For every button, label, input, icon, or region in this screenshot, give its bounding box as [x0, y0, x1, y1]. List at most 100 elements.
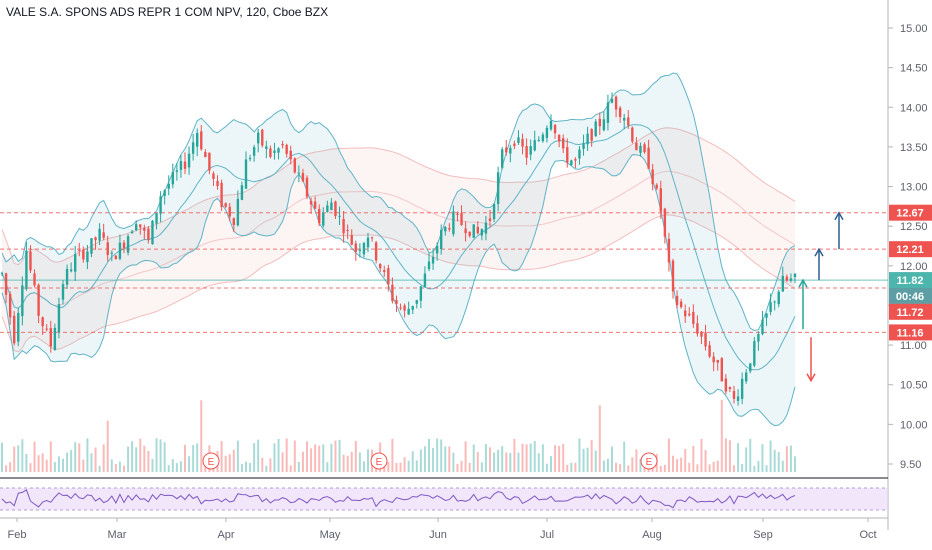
- candle-body: [383, 270, 386, 272]
- volume-bar: [562, 443, 565, 472]
- volume-bar: [167, 465, 170, 472]
- candle-body: [655, 184, 658, 189]
- candle-body: [379, 264, 382, 269]
- candle-body: [90, 238, 93, 254]
- volume-bar: [53, 462, 56, 472]
- candle-body: [753, 341, 756, 366]
- candle-body: [86, 251, 89, 263]
- candle-body: [773, 301, 776, 303]
- volume-bar: [513, 438, 516, 472]
- candle-body: [570, 160, 573, 165]
- volume-bar: [521, 443, 524, 472]
- volume-bar: [497, 449, 500, 472]
- volume-bar: [415, 460, 418, 472]
- candle-body: [82, 249, 85, 260]
- envelope-band: [1, 127, 796, 353]
- volume-bar: [41, 453, 44, 472]
- volume-bar: [761, 444, 764, 472]
- volume-bar: [692, 445, 695, 472]
- candle-body: [643, 144, 646, 153]
- candle-body: [765, 313, 768, 318]
- candle-body: [606, 102, 610, 123]
- candle-body: [130, 231, 134, 234]
- candle-body: [545, 127, 549, 138]
- volume-bar: [70, 449, 73, 472]
- candle-body: [411, 305, 414, 310]
- candle-body: [696, 323, 699, 334]
- volume-bar: [777, 452, 780, 472]
- volume-bar: [354, 440, 357, 472]
- candle-body: [220, 182, 223, 207]
- candle-body: [151, 220, 154, 245]
- candle-body: [342, 218, 345, 234]
- candle-body: [354, 243, 357, 252]
- candle-body: [777, 291, 780, 305]
- candle-body: [318, 209, 321, 224]
- candle-body: [553, 124, 557, 134]
- volume-bar: [741, 463, 744, 472]
- candle-body: [476, 226, 479, 234]
- volume-bar: [98, 465, 101, 472]
- chart-title: VALE S.A. SPONS ADS REPR 1 COM NPV, 120,…: [6, 5, 328, 19]
- volume-bar: [94, 447, 97, 472]
- y-tick-label: 11.00: [900, 340, 927, 352]
- candle-body: [228, 206, 231, 217]
- candle-body: [590, 129, 593, 141]
- y-tick-label: 13.50: [900, 142, 928, 154]
- candle-body: [440, 229, 443, 250]
- volume-bar: [659, 465, 662, 472]
- volume-bar: [74, 442, 77, 472]
- candle-body: [387, 268, 390, 285]
- candle-body: [167, 183, 170, 189]
- volume-bar: [574, 462, 577, 472]
- candle-body: [667, 238, 671, 263]
- candle-body: [139, 224, 142, 228]
- volume-bar: [297, 461, 300, 472]
- volume-bar: [554, 445, 557, 472]
- volume-bar: [769, 440, 772, 472]
- candle-body: [183, 161, 187, 169]
- volume-bar: [342, 454, 345, 472]
- price-tag-box: [889, 287, 932, 304]
- candle-body: [350, 235, 353, 245]
- candle-body: [102, 232, 105, 238]
- candle-body: [301, 173, 305, 182]
- price-tag-box: [889, 241, 932, 258]
- candle-body: [521, 138, 524, 147]
- candle-body: [187, 153, 191, 168]
- candle-body: [684, 310, 687, 317]
- candle-body: [334, 201, 337, 217]
- volume-bar: [765, 465, 768, 472]
- price-tags: 12.67 12.21 11.82 00:46 11.72 11.16: [889, 204, 932, 341]
- volume-bar: [419, 449, 422, 472]
- candle-body: [407, 308, 410, 315]
- candle-body: [785, 276, 789, 281]
- volume-bar: [505, 452, 508, 472]
- candle-body: [488, 218, 492, 222]
- candle-body: [236, 198, 240, 226]
- candle-body: [159, 196, 162, 214]
- price-tag-box: [889, 272, 932, 289]
- volume-bar: [411, 451, 414, 472]
- candle-body: [257, 132, 260, 144]
- volume-bar: [753, 465, 756, 472]
- volume-bar: [310, 448, 313, 472]
- volume-bar: [314, 444, 317, 472]
- volume-bar: [428, 438, 430, 472]
- volume-bar: [5, 465, 8, 472]
- price-tag-label: 11.72: [897, 307, 924, 319]
- volume-bar: [171, 459, 174, 472]
- candle-body: [248, 157, 252, 160]
- bollinger-band: [1, 72, 796, 427]
- y-tick-label: 12.00: [900, 261, 928, 273]
- candle-body: [464, 228, 467, 234]
- candle-body: [671, 260, 675, 292]
- volume-bar: [708, 464, 711, 472]
- volume-bar: [745, 447, 748, 472]
- volume-bar: [118, 461, 121, 472]
- volume-bar: [163, 442, 166, 472]
- volume-bar: [724, 438, 727, 472]
- candle-body: [757, 333, 760, 342]
